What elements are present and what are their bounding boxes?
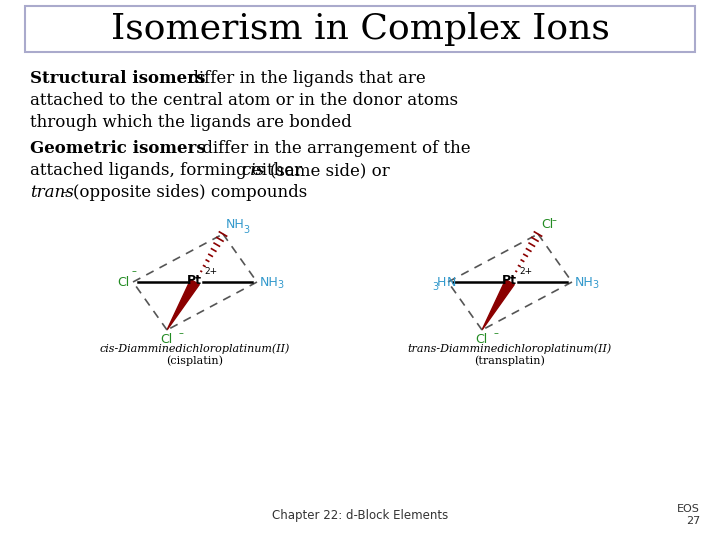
FancyBboxPatch shape xyxy=(25,6,695,52)
Text: (transplatin): (transplatin) xyxy=(474,355,546,366)
Text: Cl: Cl xyxy=(118,275,130,288)
Text: 27: 27 xyxy=(685,516,700,526)
Text: Cl: Cl xyxy=(475,333,487,346)
Text: –: – xyxy=(552,215,557,225)
Text: Chapter 22: d-Block Elements: Chapter 22: d-Block Elements xyxy=(272,509,448,522)
Text: 3: 3 xyxy=(432,282,438,292)
Text: through which the ligands are bonded: through which the ligands are bonded xyxy=(30,114,352,131)
Text: attached to the central atom or in the donor atoms: attached to the central atom or in the d… xyxy=(30,92,458,109)
Polygon shape xyxy=(167,280,199,330)
Text: –: – xyxy=(132,266,137,276)
Text: H: H xyxy=(436,275,446,288)
Text: 3: 3 xyxy=(277,280,283,290)
Text: differ in the ligands that are: differ in the ligands that are xyxy=(183,70,426,87)
Text: Geometric isomers: Geometric isomers xyxy=(30,140,206,157)
Text: NH: NH xyxy=(260,275,279,288)
Text: Pt: Pt xyxy=(186,274,202,287)
Text: attached ligands, forming either: attached ligands, forming either xyxy=(30,162,307,179)
Text: (cisplatin): (cisplatin) xyxy=(166,355,223,366)
Text: Pt: Pt xyxy=(502,274,516,287)
Text: EOS: EOS xyxy=(677,504,700,514)
Text: Cl: Cl xyxy=(541,218,553,231)
Text: –: – xyxy=(179,328,184,338)
Text: - (opposite sides) compounds: - (opposite sides) compounds xyxy=(62,184,307,201)
Text: NH: NH xyxy=(226,218,245,231)
Text: 3: 3 xyxy=(243,225,249,235)
Text: trans: trans xyxy=(30,184,73,201)
Text: differ in the arrangement of the: differ in the arrangement of the xyxy=(197,140,471,157)
Text: –: – xyxy=(494,328,499,338)
Text: 2+: 2+ xyxy=(519,267,532,276)
Text: trans-Diamminedichloroplatinum(II): trans-Diamminedichloroplatinum(II) xyxy=(408,343,612,354)
Text: 3: 3 xyxy=(592,280,598,290)
Text: 2+: 2+ xyxy=(204,267,217,276)
Text: Isomerism in Complex Ions: Isomerism in Complex Ions xyxy=(111,12,609,46)
Polygon shape xyxy=(482,280,514,330)
Text: - (same side) or: - (same side) or xyxy=(259,162,390,179)
Text: Structural isomers: Structural isomers xyxy=(30,70,205,87)
Text: cis: cis xyxy=(241,162,264,179)
Text: N: N xyxy=(447,275,456,288)
Text: NH: NH xyxy=(575,275,594,288)
Text: cis-Diamminedichloroplatinum(II): cis-Diamminedichloroplatinum(II) xyxy=(100,343,290,354)
Text: Cl: Cl xyxy=(160,333,172,346)
